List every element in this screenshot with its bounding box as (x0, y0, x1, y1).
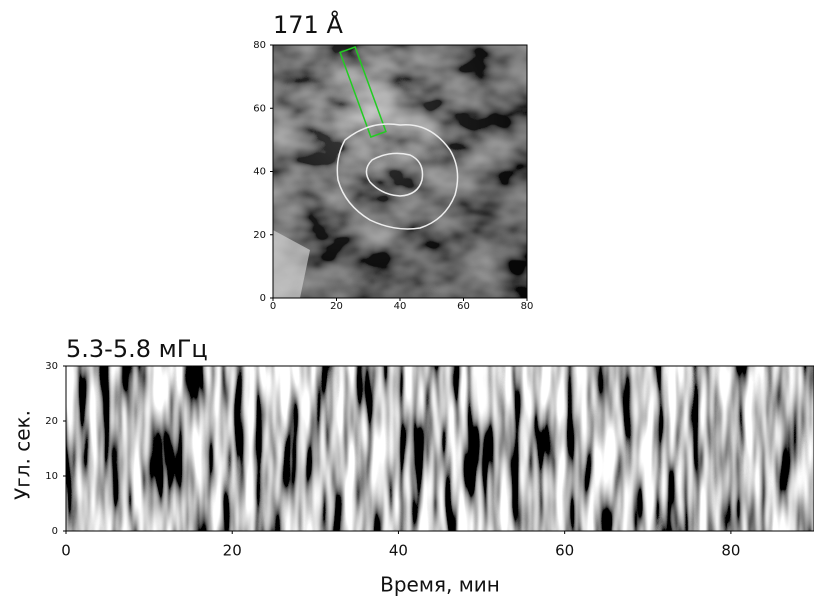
y-tick-label: 0 (52, 526, 58, 537)
euv-image (273, 45, 527, 298)
x-tick-label: 0 (270, 301, 276, 312)
y-tick-label: 40 (253, 167, 266, 178)
y-tick-label: 10 (45, 471, 58, 482)
frame (65, 365, 814, 532)
x-tick-label: 0 (61, 542, 71, 560)
y-tick-label: 80 (253, 40, 266, 51)
y-tick-label: 0 (260, 293, 266, 304)
y-tick-label: 60 (253, 103, 266, 114)
x-axis-label: Время, мин (380, 573, 500, 597)
x-tick-label: 60 (457, 301, 470, 312)
y-tick-label: 30 (45, 361, 58, 372)
contour (336, 123, 459, 230)
time-distance-image (66, 366, 814, 531)
y-axis-label: Угл. сек. (11, 410, 35, 500)
contour (365, 152, 424, 197)
x-tick-label: 60 (555, 542, 574, 560)
x-tick-label: 80 (521, 301, 534, 312)
slit-box (339, 46, 387, 138)
x-tick-label: 40 (389, 542, 408, 560)
x-tick-label: 20 (330, 301, 343, 312)
panel-title: 171 Å (273, 10, 343, 39)
x-tick-label: 20 (223, 542, 242, 560)
y-tick-label: 20 (253, 230, 266, 241)
x-tick-label: 80 (721, 542, 740, 560)
x-tick-label: 40 (394, 301, 407, 312)
y-tick-label: 20 (45, 416, 58, 427)
panel-title: 5.3-5.8 мГц (66, 335, 208, 363)
